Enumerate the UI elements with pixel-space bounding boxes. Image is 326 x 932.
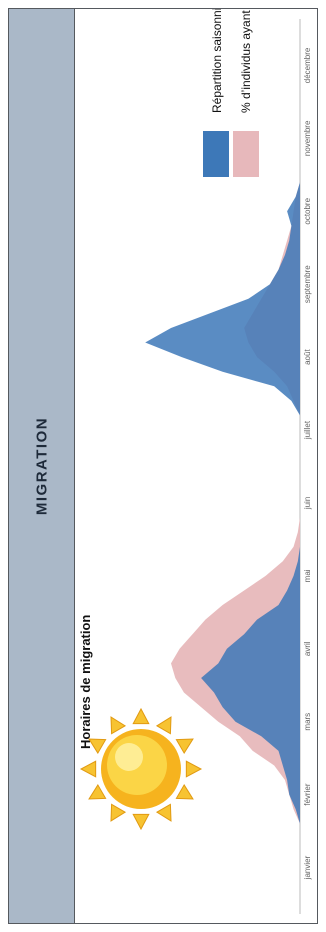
legend-swatch-cumulative (233, 131, 259, 177)
sun-ray (88, 783, 107, 800)
x-tick-label: novembre (303, 120, 312, 156)
x-axis-labels: janvier février mars avril mai juin juillet aoû… (303, 47, 312, 880)
sun-ray (175, 738, 194, 755)
x-tick-label: décembre (303, 47, 312, 83)
legend-label-cumulative: % d’individus ayant migré (239, 9, 253, 113)
legend-label-seasonal: Répartition saisonnière (210, 9, 224, 113)
sun-ray (175, 783, 194, 800)
sun-ray (79, 760, 97, 778)
x-tick-label: janvier (303, 855, 312, 880)
x-tick-label: février (303, 783, 312, 806)
chart-title: Horaires de migration (78, 615, 93, 749)
x-tick-label: octobre (303, 197, 312, 224)
sun-ray (185, 760, 203, 778)
sun-ray (88, 738, 107, 755)
sun-ray (110, 803, 127, 822)
series-seasonal-area (145, 182, 300, 839)
section-title: MIGRATION (33, 416, 50, 516)
infographic-panel: MIGRATION Horaires de migration janvier f… (8, 8, 318, 924)
plot-area (145, 182, 300, 839)
sun-ray (155, 716, 172, 735)
x-tick-label: juin (303, 497, 312, 510)
sun-ray (155, 803, 172, 822)
x-tick-label: mars (303, 713, 312, 731)
x-tick-label: juillet (303, 420, 312, 440)
x-tick-label: septembre (303, 265, 312, 303)
section-band: MIGRATION (9, 9, 75, 923)
sun-ray (110, 716, 127, 735)
sun-ray (132, 707, 150, 725)
x-tick-label: avril (303, 641, 312, 656)
x-tick-label: août (303, 349, 312, 365)
migration-chart: Horaires de migration janvier février mars… (78, 9, 312, 914)
sun-icon (79, 707, 203, 831)
sun-ray (132, 813, 150, 831)
x-tick-label: mai (303, 569, 312, 582)
legend-swatch-seasonal (203, 131, 229, 177)
legend: Répartition saisonnière % d’individus ay… (203, 9, 259, 177)
